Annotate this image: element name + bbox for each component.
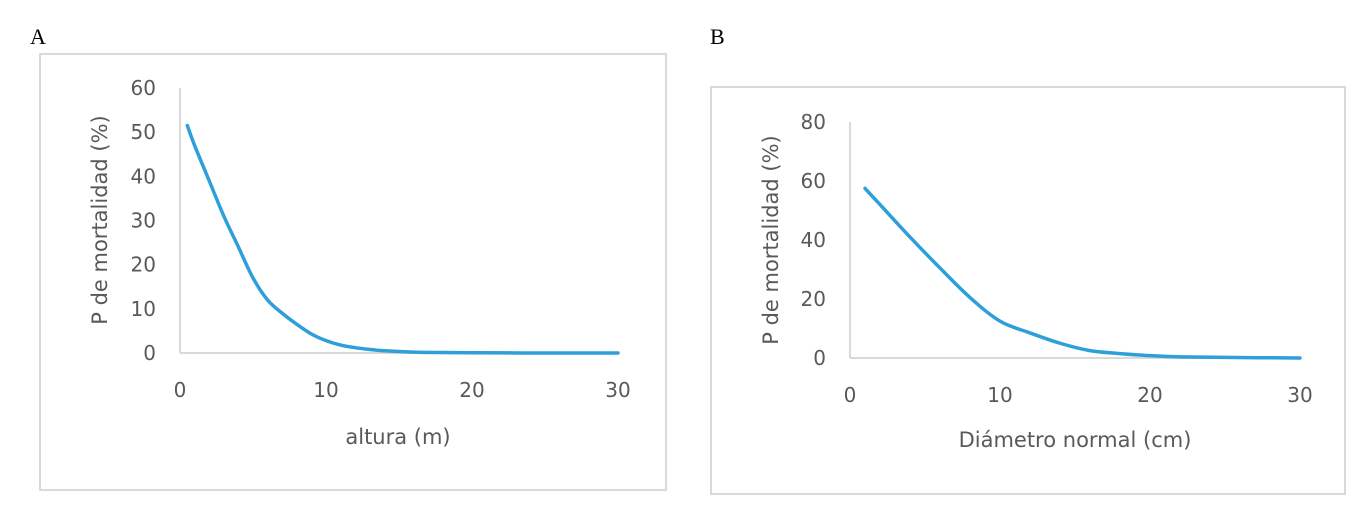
chart-frame-a [39,53,667,491]
x-tick-label-b: 10 [987,383,1012,407]
panel-label-b: B [710,24,725,49]
y-tick-label-b: 40 [801,228,826,252]
y-tick-label-b: 60 [801,169,826,193]
y-tick-label-a: 20 [131,253,156,277]
x-axis-title-b: Diámetro normal (cm) [959,428,1192,452]
y-tick-label-a: 40 [131,164,156,188]
panel-label-a: A [30,24,46,49]
x-tick-label-b: 0 [844,383,857,407]
x-tick-label-b: 20 [1137,383,1162,407]
x-tick-label-b: 30 [1287,383,1312,407]
y-tick-label-b: 20 [801,287,826,311]
chart-a: 0 10 20 30 40 50 60 0 10 20 30 altura (m) P de morta… [88,76,631,449]
y-tick-label-a: 50 [131,120,156,144]
x-tick-label-a: 10 [313,378,338,402]
y-tick-label-a: 0 [143,341,156,365]
y-tick-label-b: 80 [801,110,826,134]
y-axis-title-a: P de mortalidad (%) [88,115,112,325]
chart-b: 0 20 40 60 80 0 10 20 30 Diámetro normal (cm) P de… [759,110,1313,452]
y-tick-label-b: 0 [813,346,826,370]
y-axis-title-b: P de mortalidad (%) [759,135,783,345]
y-tick-label-a: 60 [131,76,156,100]
chart-frame-b [710,86,1346,495]
x-axis-title-a: altura (m) [345,425,450,449]
x-tick-label-a: 20 [459,378,484,402]
series-line-b [863,186,1302,360]
x-tick-label-a: 0 [174,378,187,402]
y-tick-label-a: 30 [131,209,156,233]
y-tick-label-a: 10 [131,297,156,321]
x-tick-label-a: 30 [605,378,630,402]
series-line-a [185,123,620,355]
